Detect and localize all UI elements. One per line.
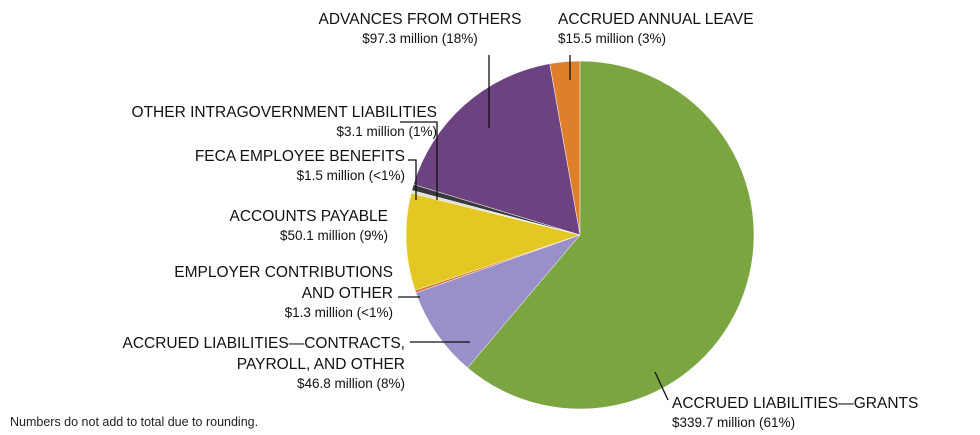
pie-slice xyxy=(467,60,755,410)
category-name: ACCRUED ANNUAL LEAVE xyxy=(558,11,754,28)
value-label: $1.5 million (<1%) xyxy=(296,168,405,183)
leader-line xyxy=(654,371,669,401)
value-label: $50.1 million (9%) xyxy=(279,228,388,243)
pie-slice xyxy=(405,192,581,291)
slice-label: OTHER INTRAGOVERNMENT LIABILITIES $3.1 mi… xyxy=(132,102,437,140)
slice-label: FECA EMPLOYEE BENEFITS $1.5 million (<1%) xyxy=(195,146,405,184)
slice-label: EMPLOYER CONTRIBUTIONS AND OTHER $1.3 mil… xyxy=(174,262,393,321)
value-label: $3.1 million (1%) xyxy=(336,124,437,139)
category-name: OTHER INTRAGOVERNMENT LIABILITIES xyxy=(131,104,437,121)
value-label: $339.7 million (61%) xyxy=(672,415,796,430)
leader-line xyxy=(400,121,438,200)
value-label: $46.8 million (8%) xyxy=(296,376,405,391)
category-name: ACCRUED LIABILITIES—CONTRACTS, PAYROLL, … xyxy=(122,335,406,373)
value-label: $15.5 million (3%) xyxy=(558,31,667,46)
category-name: ACCRUED LIABILITIES—GRANTS xyxy=(672,395,919,412)
category-name: FECA EMPLOYEE BENEFITS xyxy=(194,148,405,165)
category-name: ADVANCES FROM OTHERS xyxy=(318,11,522,28)
pie-slice xyxy=(415,234,581,369)
slice-label: ADVANCES FROM OTHERS $97.3 million (18%) xyxy=(220,9,620,47)
leader-line xyxy=(408,159,417,200)
note: Numbers do not add to total due to round… xyxy=(10,415,259,429)
pie-slice xyxy=(413,63,581,236)
category-name: EMPLOYER CONTRIBUTIONS AND OTHER xyxy=(174,264,393,302)
slice-label: ACCOUNTS PAYABLE $50.1 million (9%) xyxy=(230,206,388,244)
value-label: $1.3 million (<1%) xyxy=(284,305,393,320)
category-name: ACCOUNTS PAYABLE xyxy=(229,208,388,225)
value-label: $97.3 million (18%) xyxy=(362,31,478,46)
slice-label: ACCRUED LIABILITIES—CONTRACTS, PAYROLL, … xyxy=(123,333,406,392)
slice-label: ACCRUED LIABILITIES—GRANTS $339.7 million… xyxy=(672,393,918,431)
slice-label: ACCRUED ANNUAL LEAVE $15.5 million (3%) xyxy=(558,9,754,47)
